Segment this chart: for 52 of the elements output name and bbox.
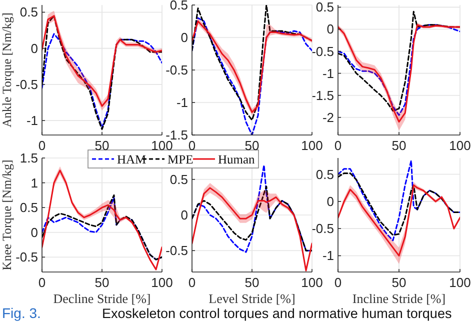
y-tick-label: 0	[180, 208, 188, 222]
x-tick-label: 100	[301, 138, 323, 153]
y-tick-label: -1.5	[312, 88, 334, 103]
x-tick-label: 50	[392, 275, 406, 290]
y-tick-label: 0	[30, 40, 38, 56]
y-tick-label: 1	[30, 175, 38, 190]
y-tick-label: 0	[180, 30, 188, 45]
y-tick-label: 1.5	[20, 150, 38, 166]
x-tick-label: 100	[151, 275, 173, 290]
y-tick-label: -0.5	[166, 62, 188, 78]
x-tick-label: 50	[94, 138, 110, 153]
y-tick-label: -0.5	[16, 76, 38, 92]
y-tick-label: 0	[30, 224, 38, 240]
x-tick-label: 50	[244, 275, 260, 290]
y-tick-label: -0.5	[312, 44, 334, 59]
x-tick-label: 50	[392, 138, 406, 153]
y-tick-label: 0.5	[20, 200, 38, 216]
legend-label: HAM	[117, 152, 146, 166]
y-tick-label: 0	[326, 194, 334, 209]
y-tick-label: -1	[176, 95, 188, 110]
y-tick-label: -1	[322, 248, 334, 264]
line-series	[338, 160, 460, 242]
legend-label: MPE	[168, 152, 194, 166]
line-series	[192, 186, 312, 252]
y-tick-label: 0.5	[316, 166, 334, 182]
y-axis-title: Ankle Torque [Nm/kg]	[0, 12, 14, 128]
x-axis-title: Incline Stride [%]	[352, 291, 446, 306]
x-axis-title: Decline Stride [%]	[53, 291, 151, 306]
y-tick-label: -1	[322, 66, 334, 81]
x-tick-label: 100	[301, 275, 323, 290]
legend-label: Human	[218, 152, 256, 166]
x-axis-title: Level Stride [%]	[208, 291, 296, 306]
x-tick-label: 100	[449, 138, 471, 153]
y-tick-label: -1	[26, 113, 38, 128]
y-tick-label: -2	[322, 110, 334, 125]
y-axis-title: Knee Torque [Nm/kg]	[0, 160, 14, 270]
x-tick-label: 100	[449, 275, 471, 290]
y-tick-label: -0.5	[312, 221, 334, 236]
x-tick-label: 50	[244, 138, 260, 153]
y-tick-label: 0.5	[20, 4, 38, 20]
y-tick-label: 0.5	[170, 172, 188, 187]
y-tick-label: -0.5	[166, 243, 188, 258]
y-tick-label: 0.5	[316, 0, 334, 15]
x-tick-label: 50	[94, 275, 110, 290]
y-tick-label: -0.5	[16, 250, 38, 265]
caption: Fig. 3.	[2, 305, 41, 321]
y-tick-label: 0	[326, 22, 334, 37]
line-series	[338, 172, 460, 236]
line-series	[42, 15, 162, 130]
line-series	[42, 33, 162, 129]
text: Exoskeleton control torques and normative human torques	[102, 306, 452, 321]
y-tick-label: 0.5	[170, 0, 188, 12]
